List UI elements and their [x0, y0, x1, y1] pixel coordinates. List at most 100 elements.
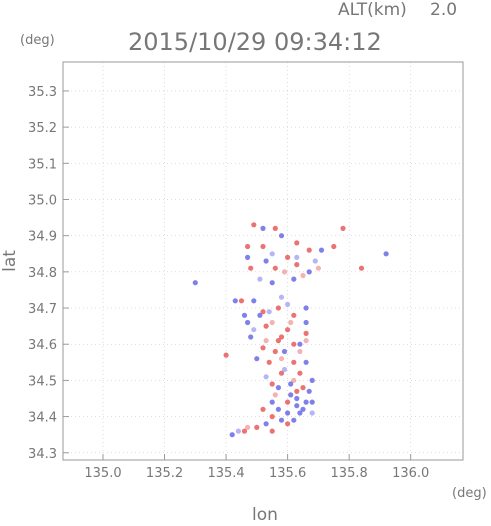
data-point [275, 385, 281, 391]
data-point [383, 251, 389, 257]
data-point [260, 345, 266, 351]
data-point [229, 432, 235, 438]
y-tick-label: 35.3 [28, 85, 57, 100]
x-axis-label: lon [252, 505, 278, 521]
y-tick-label: 34.3 [28, 447, 57, 462]
data-point [294, 254, 300, 260]
data-point [306, 388, 312, 394]
data-point [260, 243, 266, 250]
data-point [291, 417, 297, 423]
data-point [269, 399, 275, 405]
data-point [281, 348, 288, 355]
data-point [275, 406, 281, 412]
data-point [309, 399, 315, 405]
data-point [278, 356, 285, 362]
data-point [266, 309, 272, 315]
y-tick-label: 34.5 [28, 374, 57, 389]
data-point [300, 406, 306, 412]
plot-frame [62, 61, 464, 461]
data-point [269, 251, 275, 257]
data-point [278, 233, 285, 239]
data-point [248, 334, 254, 340]
alt-label: ALT(km) [338, 0, 407, 20]
data-point [278, 417, 285, 423]
data-point [251, 298, 257, 304]
data-point [257, 276, 263, 282]
x-tick-label: 135.0 [84, 466, 121, 481]
data-point [254, 356, 260, 362]
data-point [238, 298, 245, 304]
data-point [272, 392, 278, 398]
data-point [257, 312, 263, 318]
data-point [232, 298, 238, 304]
grid-lines [63, 62, 463, 460]
data-point [281, 269, 288, 275]
y-tick-label: 34.7 [28, 302, 57, 317]
tick-labels: 135.0 135.2 135.4 135.6 135.8 136.0 34.3 34.4 34… [28, 85, 429, 481]
y-tick-label: 35.0 [28, 193, 57, 208]
data-point [263, 323, 269, 329]
data-point [291, 276, 297, 282]
data-point [331, 243, 337, 250]
data-point [245, 243, 251, 250]
data-point [260, 225, 266, 231]
data-point [303, 319, 309, 326]
data-point [315, 265, 321, 271]
data-point [248, 265, 254, 271]
data-point [297, 348, 303, 355]
data-point [294, 403, 300, 409]
data-point [294, 262, 300, 268]
data-point [245, 254, 251, 260]
chart-title: 2015/10/29 09:34:12 [128, 28, 382, 56]
data-point [291, 341, 297, 347]
data-point [285, 301, 291, 307]
data-point [241, 312, 248, 318]
data-point [340, 225, 346, 231]
x-tick-label: 135.2 [146, 466, 183, 481]
data-point [272, 348, 278, 355]
y-tick-label: 35.1 [28, 157, 57, 172]
y-tick-label: 34.4 [28, 411, 57, 426]
data-point [278, 370, 285, 376]
y-axis-label: lat [0, 250, 20, 272]
data-point [294, 395, 300, 402]
data-point [303, 399, 309, 405]
data-point [303, 338, 309, 344]
data-point [309, 377, 315, 383]
data-point [278, 334, 285, 340]
data-point [263, 258, 269, 264]
data-point [223, 352, 229, 358]
data-point [318, 247, 325, 253]
data-point [269, 414, 275, 420]
data-point [288, 392, 294, 398]
data-point [291, 377, 297, 383]
data-point [291, 359, 297, 365]
alt-value: 2.0 [430, 0, 457, 20]
data-point [266, 359, 272, 365]
data-point [260, 406, 266, 412]
data-point [269, 381, 275, 387]
data-point [294, 388, 300, 394]
data-point [260, 309, 266, 315]
data-point [192, 280, 198, 286]
y-unit-label: (deg) [20, 33, 55, 48]
x-tick-label: 136.0 [392, 466, 429, 481]
data-point [306, 247, 312, 253]
data-point [241, 428, 248, 434]
data-point [303, 359, 309, 365]
data-point [358, 265, 365, 271]
data-point [275, 305, 281, 311]
x-tick-label: 135.4 [207, 466, 244, 481]
data-point [309, 410, 315, 416]
data-point [291, 312, 297, 318]
y-tick-label: 34.6 [28, 338, 57, 353]
data-point [285, 399, 291, 405]
data-point [235, 428, 241, 434]
data-point [288, 319, 294, 326]
data-point [285, 327, 291, 333]
data-point [275, 338, 281, 344]
data-point [272, 225, 278, 231]
data-point [297, 410, 303, 416]
data-point [285, 410, 291, 416]
